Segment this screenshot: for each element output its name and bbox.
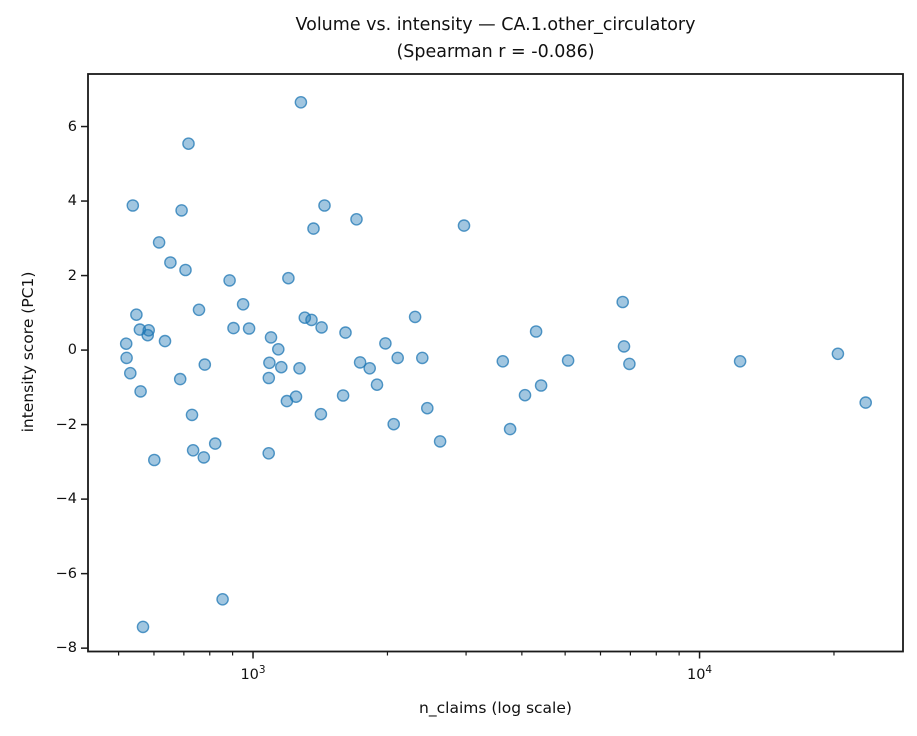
y-tick-label: 0 [67, 342, 77, 359]
scatter-point [164, 256, 177, 269]
chart-title: Volume vs. intensity — CA.1.other_circul… [88, 12, 903, 66]
y-tick-label: 6 [67, 118, 77, 135]
scatter-point [192, 303, 206, 317]
scatter-point [271, 342, 285, 356]
scatter-point [147, 453, 161, 467]
scatter-point [136, 620, 150, 634]
scatter-point [179, 263, 192, 277]
scatter-point [831, 347, 845, 361]
scatter-point [262, 446, 276, 460]
scatter-point [289, 390, 303, 404]
scatter-point [496, 354, 510, 368]
scatter-point [318, 199, 331, 212]
scatter-point [457, 219, 471, 232]
scatter-point [236, 297, 250, 311]
scatter-point [124, 366, 137, 380]
scatter-point [141, 328, 154, 342]
scatter-point [182, 137, 195, 150]
scatter-point [119, 337, 133, 351]
scatter-point [623, 357, 636, 371]
x-tick-label: 103 [240, 663, 266, 683]
scatter-point [408, 310, 422, 324]
scatter-point [208, 437, 222, 450]
y-tick-label: −8 [55, 640, 77, 657]
chart-title-line1: Volume vs. intensity — CA.1.other_circul… [295, 15, 696, 35]
scatter-point [616, 295, 630, 309]
scatter-point [336, 389, 350, 402]
scatter-point [173, 372, 187, 386]
scatter-point [503, 422, 517, 436]
scatter-point [363, 361, 377, 375]
scatter-point [294, 96, 308, 109]
x-axis-label: n_claims (log scale) [419, 699, 572, 717]
scatter-point [242, 322, 256, 335]
y-tick-label: −2 [55, 416, 77, 433]
scatter-point [130, 308, 143, 322]
scatter-point [379, 337, 392, 350]
scatter-point [529, 325, 543, 338]
scatter-point [534, 379, 548, 392]
scatter-point [307, 222, 320, 235]
y-tick-label: 2 [67, 267, 77, 284]
scatter-point [387, 417, 401, 431]
scatter-point [353, 356, 367, 369]
scatter-point [175, 204, 188, 217]
scatter-point [370, 378, 384, 392]
scatter-point [158, 334, 172, 348]
scatter-point [339, 326, 352, 339]
scatter-point [617, 340, 631, 353]
scatter-point [293, 361, 306, 375]
scatter-point [262, 371, 276, 385]
scatter-point [120, 351, 133, 365]
scatter-point [134, 385, 147, 398]
scatter-point [518, 388, 532, 402]
scatter-point [733, 354, 747, 368]
scatter-point [315, 321, 328, 334]
x-tick-label: 104 [686, 663, 713, 683]
scatter-point [264, 331, 278, 344]
scatter-point [391, 351, 405, 365]
plot-border [87, 73, 904, 653]
scatter-point [126, 199, 140, 212]
scatter-point [198, 358, 212, 371]
scatter-point [227, 321, 240, 335]
y-tick-label: −6 [55, 565, 77, 582]
scatter-point [350, 212, 363, 226]
scatter-point [314, 407, 328, 421]
scatter-point [415, 351, 429, 365]
scatter-point [263, 356, 276, 370]
scatter-point [561, 354, 575, 367]
scatter-point [185, 408, 199, 422]
y-tick-label: −4 [55, 491, 77, 508]
scatter-point [859, 396, 873, 409]
scatter-point [282, 271, 295, 285]
scatter-point [152, 236, 166, 249]
chart-title-line2: (Spearman r = -0.086) [396, 42, 595, 62]
scatter-point [420, 401, 434, 415]
scatter-point [305, 313, 318, 327]
scatter-point [223, 274, 236, 287]
scatter-point [274, 360, 288, 374]
scatter-point [197, 451, 211, 464]
scatter-point [186, 443, 200, 457]
scatter-point [298, 311, 312, 325]
y-tick-label: 4 [67, 193, 77, 210]
scatter-point [216, 593, 229, 606]
scatter-point [433, 435, 447, 448]
